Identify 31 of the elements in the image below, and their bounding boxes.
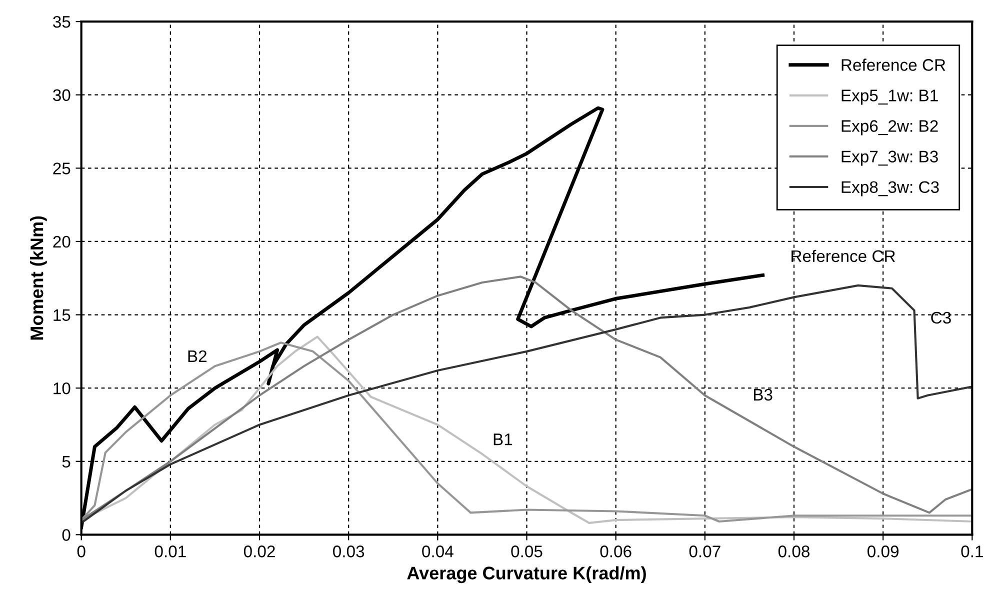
annotation: C3 (931, 312, 951, 324)
x-axis-title: Average Curvature K(rad/m) (407, 566, 646, 584)
annotation: Reference CR (792, 250, 896, 262)
legend-label: Exp6_2w: B2 (842, 120, 938, 136)
annotation: B1 (494, 434, 512, 446)
x-tick-label: 0.05 (511, 546, 542, 558)
y-tick-label: 5 (62, 456, 70, 468)
x-tick-label: 0.07 (689, 546, 720, 558)
x-tick-label: 0 (77, 546, 86, 558)
annotation: B2 (188, 350, 207, 362)
x-tick-label: 0.09 (868, 546, 899, 558)
x-tick-label: 0.08 (778, 546, 810, 558)
y-tick-label: 15 (54, 309, 70, 321)
x-tick-label: 0.02 (244, 546, 275, 558)
x-tick-label: 0.03 (333, 546, 364, 558)
x-tick-label: 0.06 (600, 546, 632, 558)
x-tick-label: 0.1 (961, 546, 983, 558)
y-tick-label: 10 (54, 382, 70, 394)
y-axis-title: Moment (kNm) (30, 216, 47, 340)
y-tick-label: 30 (53, 89, 70, 102)
y-tick-label: 0 (62, 529, 70, 541)
y-tick-label: 25 (53, 162, 70, 174)
legend-label: Reference CR (842, 58, 946, 71)
legend-label: Exp7_3w: B3 (842, 150, 938, 166)
y-tick-label: 35 (53, 16, 70, 28)
x-tick-label: 0.04 (422, 546, 454, 558)
y-tick-label: 20 (53, 236, 70, 248)
legend-label: Exp5_1w: B1 (842, 90, 938, 105)
x-tick-label: 0.01 (154, 546, 186, 558)
legend-label: Exp8_3w: C3 (842, 181, 939, 196)
annotation: B3 (754, 388, 772, 401)
